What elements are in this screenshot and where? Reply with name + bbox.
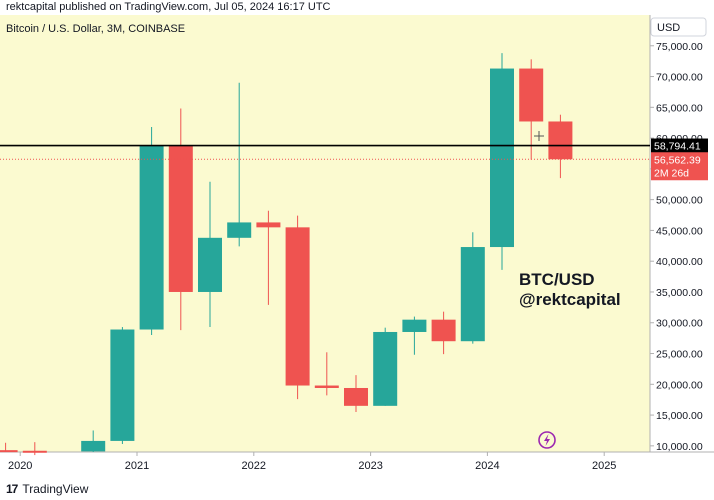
candle-body: [519, 68, 544, 122]
candle[interactable]: [139, 127, 164, 336]
y-tick-label: 35,000.00: [656, 287, 703, 299]
candle[interactable]: [0, 442, 18, 453]
x-axis[interactable]: 2020 2021 2022 2023 2024 2025: [8, 452, 616, 472]
chart-area[interactable]: 10,000.00 15,000.00 20,000.00 25,000.00 30,0…: [0, 15, 714, 477]
y-tick-label: 15,000.00: [656, 410, 703, 422]
currency-label[interactable]: USD: [657, 22, 680, 34]
candle[interactable]: [110, 327, 135, 444]
y-tick-label: 40,000.00: [656, 256, 703, 268]
candle[interactable]: [490, 53, 514, 270]
y-tick-label: 30,000.00: [656, 318, 703, 330]
candle-body: [373, 331, 398, 406]
candle-body: [490, 68, 514, 248]
x-tick-label: 2024: [475, 460, 499, 472]
candle-body: [285, 227, 310, 386]
y-tick-label: 20,000.00: [656, 379, 703, 391]
candle[interactable]: [198, 181, 222, 328]
y-tick-label: 45,000.00: [656, 225, 703, 237]
candle[interactable]: [256, 210, 281, 305]
candle-body: [402, 319, 427, 332]
candlestick-chart[interactable]: 10,000.00 15,000.00 20,000.00 25,000.00 30,0…: [0, 15, 714, 477]
x-tick-label: 2020: [8, 460, 32, 472]
candle-body: [314, 385, 339, 388]
y-tick-label: 25,000.00: [656, 349, 703, 361]
y-tick-label: 70,000.00: [656, 72, 703, 84]
candle-body: [460, 247, 485, 342]
candle-body: [22, 450, 47, 453]
y-tick-label: 65,000.00: [656, 102, 703, 114]
candle[interactable]: [373, 327, 398, 406]
x-tick-label: 2023: [358, 460, 382, 472]
y-axis[interactable]: 10,000.00 15,000.00 20,000.00 25,000.00 30,0…: [650, 41, 703, 453]
candles-group: [0, 53, 573, 456]
candle[interactable]: [402, 316, 427, 355]
y-tick-label: 50,000.00: [656, 195, 703, 207]
candle-body: [431, 319, 456, 342]
y-tick-label: 10,000.00: [656, 441, 703, 453]
annotation-line-1: BTC/USD: [519, 270, 595, 289]
x-tick-label: 2025: [592, 460, 616, 472]
crosshair-icon: [534, 131, 544, 141]
candle[interactable]: [548, 114, 573, 179]
candle[interactable]: [344, 375, 368, 412]
x-tick-label: 2022: [242, 460, 266, 472]
x-tick-label: 2021: [125, 460, 149, 472]
candle[interactable]: [22, 442, 47, 456]
candle[interactable]: [460, 232, 485, 344]
tradingview-logo-icon: 17: [6, 482, 18, 496]
currency-box[interactable]: [650, 17, 707, 37]
candle-body: [0, 450, 18, 453]
candle[interactable]: [227, 82, 252, 247]
candle-body: [198, 237, 222, 292]
candle[interactable]: [81, 430, 106, 452]
last-price-label: 56,562.39: [654, 154, 701, 166]
candle-body: [256, 222, 281, 228]
last-price-tag: [651, 152, 708, 181]
footer-brand: TradingView: [22, 482, 89, 496]
annotation-line-2: @rektcapital: [519, 290, 621, 309]
candle[interactable]: [519, 59, 544, 160]
candle[interactable]: [314, 352, 339, 396]
chart-title: Bitcoin / U.S. Dollar, 3M, COINBASE: [6, 23, 185, 35]
publish-header: rektcapital published on TradingView.com…: [6, 1, 331, 13]
y-tick-label: 75,000.00: [656, 41, 703, 53]
candle-body: [344, 387, 368, 406]
candle-body: [110, 329, 135, 441]
candle-body: [548, 121, 573, 160]
footer: 17 TradingView: [0, 478, 714, 500]
countdown-label: 2M 26d: [654, 167, 689, 179]
candle-body: [227, 222, 252, 238]
horizontal-level-tag: [651, 138, 708, 153]
candle[interactable]: [431, 311, 456, 355]
candle[interactable]: [285, 215, 310, 400]
lightning-icon[interactable]: [538, 431, 556, 449]
candle-body: [81, 440, 106, 452]
horizontal-level-label: 58,794.41: [654, 141, 701, 153]
candle-body: [139, 145, 164, 330]
candle-body: [168, 145, 193, 292]
